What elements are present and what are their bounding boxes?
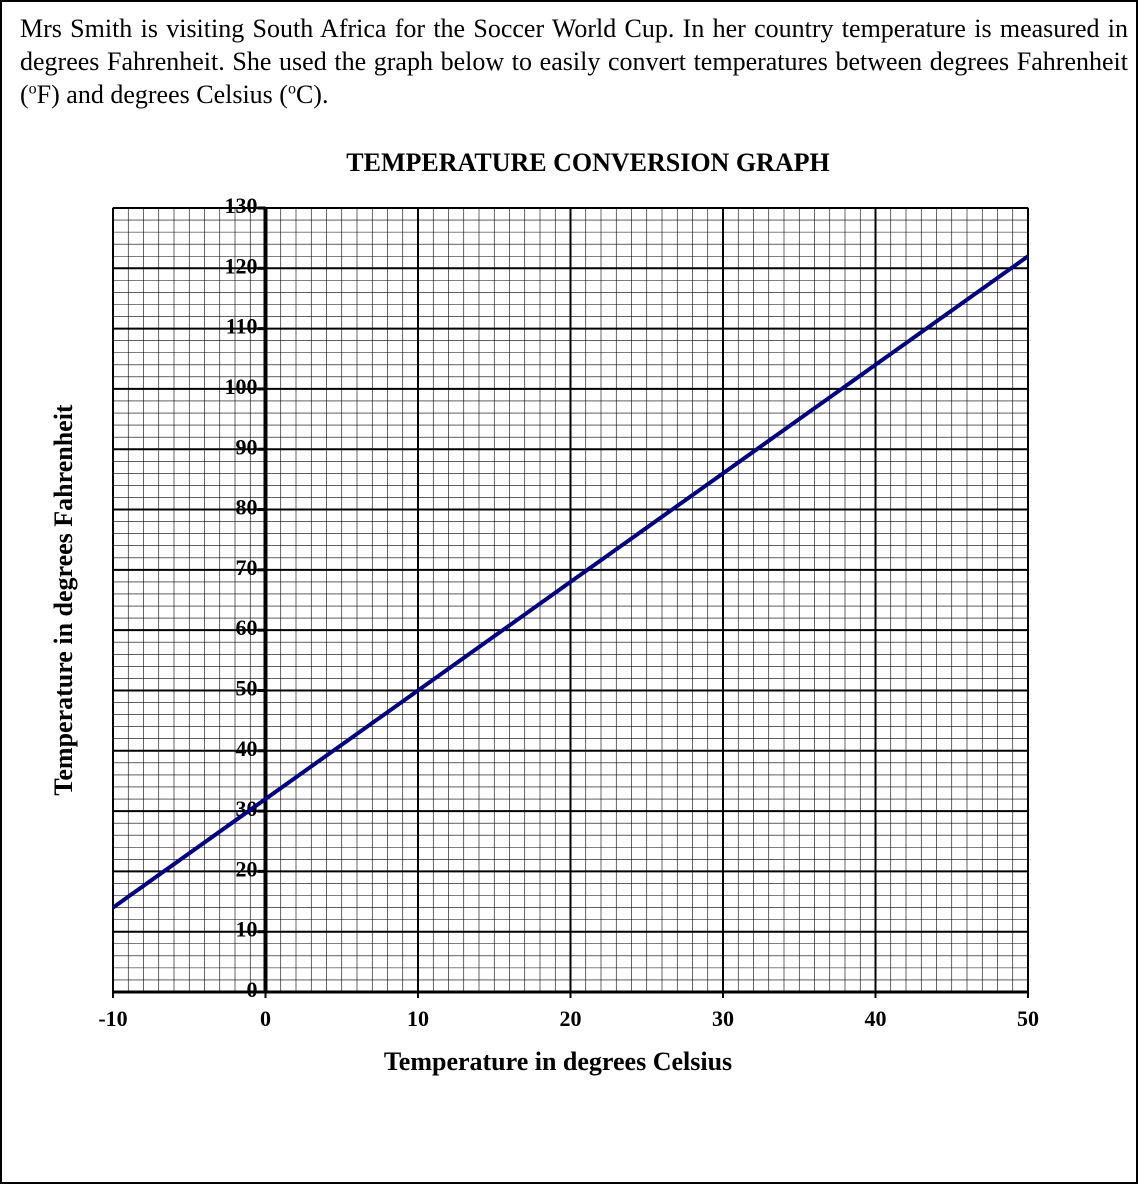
- plot-border: [112, 207, 1029, 993]
- y-axis-label: Temperature in degrees Fahrenheit: [49, 404, 78, 796]
- x-tick-label: 50: [1017, 1006, 1039, 1031]
- x-tick-label: 20: [560, 1006, 582, 1031]
- x-tick-label: 10: [407, 1006, 429, 1031]
- x-tick-label: 30: [712, 1006, 734, 1031]
- intro-part: Mrs Smith is visiting South Africa for t…: [20, 14, 1128, 109]
- x-axis-label: Temperature in degrees Celsius: [384, 1047, 732, 1076]
- intro-part: F) and degrees Celsius (: [36, 80, 288, 109]
- y-tick-label: 130: [225, 193, 258, 218]
- intro-text: Mrs Smith is visiting South Africa for t…: [20, 12, 1128, 111]
- degree-sign: o: [287, 80, 296, 98]
- degree-sign: o: [28, 80, 37, 98]
- x-tick-label: 40: [865, 1006, 887, 1031]
- y-tick-label: 100: [225, 374, 258, 399]
- chart-title: TEMPERATURE CONVERSION GRAPH: [346, 148, 829, 177]
- intro-part: C).: [295, 80, 329, 109]
- y-tick-label: 20: [236, 856, 258, 881]
- y-tick-label: 40: [236, 736, 258, 761]
- x-tick-label: -10: [98, 1006, 127, 1031]
- y-tick-label: 120: [225, 253, 258, 278]
- y-tick-label: 110: [226, 314, 258, 339]
- y-tick-label: 60: [236, 615, 258, 640]
- x-tick-label: 0: [260, 1006, 271, 1031]
- y-tick-label: 50: [236, 676, 258, 701]
- y-tick-label: 80: [236, 495, 258, 520]
- data-line: [111, 254, 1030, 910]
- y-tick-label: 0: [247, 977, 258, 1002]
- y-tick-label: 70: [236, 555, 258, 580]
- y-tick-label: 90: [236, 434, 258, 459]
- y-tick-label: 10: [236, 917, 258, 942]
